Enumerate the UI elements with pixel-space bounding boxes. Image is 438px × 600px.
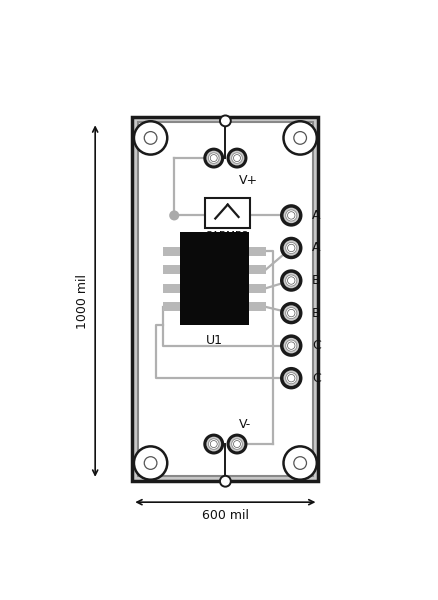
Circle shape — [279, 204, 302, 227]
Circle shape — [233, 155, 240, 161]
Text: V-: V- — [238, 418, 250, 431]
Circle shape — [283, 338, 298, 353]
Circle shape — [206, 437, 221, 451]
Text: 1000 mil: 1000 mil — [76, 274, 89, 329]
Circle shape — [287, 212, 294, 219]
Circle shape — [208, 153, 219, 163]
Circle shape — [279, 367, 302, 389]
Circle shape — [287, 277, 294, 284]
Circle shape — [283, 208, 298, 223]
Circle shape — [285, 275, 296, 286]
Circle shape — [144, 131, 156, 144]
Circle shape — [293, 131, 306, 144]
Circle shape — [226, 434, 247, 455]
Circle shape — [285, 210, 296, 221]
Circle shape — [210, 155, 217, 161]
Text: A: A — [311, 209, 320, 222]
Circle shape — [203, 148, 224, 169]
Bar — [132, 117, 318, 481]
Bar — [163, 284, 180, 293]
Circle shape — [279, 237, 302, 259]
Circle shape — [203, 434, 224, 455]
Bar — [163, 247, 180, 256]
Text: V+: V+ — [238, 173, 257, 187]
Circle shape — [279, 302, 302, 325]
Text: SABMB2: SABMB2 — [205, 231, 249, 241]
Circle shape — [285, 307, 296, 319]
Circle shape — [144, 457, 156, 469]
Text: C: C — [311, 339, 320, 352]
Circle shape — [229, 151, 244, 166]
Text: B: B — [311, 307, 320, 320]
Circle shape — [287, 374, 294, 382]
Text: B: B — [311, 274, 320, 287]
Text: 600 mil: 600 mil — [201, 509, 248, 522]
Circle shape — [279, 334, 302, 357]
Bar — [138, 122, 312, 476]
Circle shape — [283, 273, 298, 288]
Circle shape — [134, 446, 167, 480]
Bar — [180, 232, 248, 325]
Circle shape — [287, 310, 294, 317]
Circle shape — [287, 244, 294, 251]
Circle shape — [285, 340, 296, 351]
Text: C: C — [311, 371, 320, 385]
Circle shape — [231, 439, 242, 449]
Bar — [248, 265, 265, 274]
Circle shape — [283, 446, 316, 480]
Circle shape — [287, 342, 294, 349]
Bar — [248, 247, 265, 256]
Bar — [163, 302, 180, 311]
Circle shape — [208, 439, 219, 449]
Text: U1: U1 — [205, 334, 223, 347]
Circle shape — [226, 148, 247, 169]
Bar — [248, 284, 265, 293]
Text: A: A — [311, 241, 320, 254]
Circle shape — [283, 305, 298, 321]
Bar — [163, 265, 180, 274]
Bar — [205, 199, 250, 228]
Bar — [248, 302, 265, 311]
Circle shape — [134, 121, 167, 155]
Circle shape — [210, 440, 217, 448]
Circle shape — [283, 370, 298, 386]
Circle shape — [285, 242, 296, 254]
Circle shape — [233, 440, 240, 448]
Circle shape — [279, 269, 302, 292]
Circle shape — [206, 151, 221, 166]
Circle shape — [285, 373, 296, 384]
Circle shape — [219, 115, 230, 127]
Circle shape — [169, 211, 179, 220]
Circle shape — [283, 121, 316, 155]
Circle shape — [293, 457, 306, 469]
Circle shape — [229, 437, 244, 451]
Circle shape — [219, 476, 230, 487]
Circle shape — [231, 153, 242, 163]
Circle shape — [283, 240, 298, 256]
